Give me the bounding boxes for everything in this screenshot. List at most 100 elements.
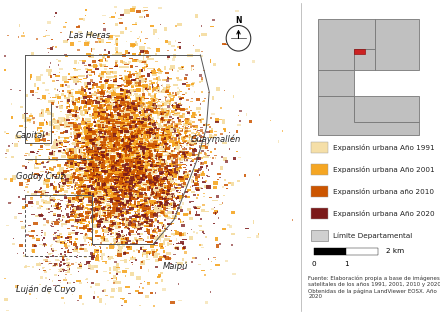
Bar xyxy=(237,180,239,181)
Bar xyxy=(84,106,85,107)
Bar xyxy=(182,247,185,250)
Bar xyxy=(79,143,84,144)
Bar xyxy=(142,93,145,96)
Bar xyxy=(87,208,91,213)
Bar xyxy=(46,184,48,188)
Bar xyxy=(158,139,161,141)
Bar xyxy=(84,138,85,140)
Bar xyxy=(176,142,181,145)
Bar xyxy=(117,106,121,110)
Bar xyxy=(126,177,132,181)
Bar xyxy=(177,204,180,205)
Bar xyxy=(311,186,328,197)
Bar xyxy=(121,212,125,214)
Bar xyxy=(120,198,124,200)
Bar xyxy=(158,38,159,40)
Bar xyxy=(161,150,165,153)
Bar xyxy=(134,148,136,152)
Bar xyxy=(155,204,156,206)
Bar xyxy=(184,119,187,121)
Bar xyxy=(49,159,55,161)
Bar xyxy=(177,134,178,137)
Bar xyxy=(52,221,54,222)
Bar xyxy=(143,221,148,224)
Bar xyxy=(61,119,64,122)
Bar xyxy=(201,173,205,176)
Bar xyxy=(113,197,118,199)
Bar xyxy=(41,134,44,137)
Bar xyxy=(125,9,130,14)
Bar xyxy=(150,120,153,123)
Bar xyxy=(88,160,92,161)
Bar xyxy=(58,218,60,220)
Bar xyxy=(184,77,187,80)
Bar xyxy=(132,46,134,48)
Bar xyxy=(96,99,103,103)
Bar xyxy=(57,172,60,176)
Bar xyxy=(116,165,117,166)
Bar xyxy=(203,233,205,234)
Bar xyxy=(36,153,38,154)
Bar xyxy=(64,242,65,244)
Bar xyxy=(12,175,16,180)
Bar xyxy=(91,137,93,141)
Bar xyxy=(110,244,113,245)
Bar xyxy=(136,83,138,84)
Bar xyxy=(47,112,52,116)
Bar xyxy=(136,134,142,136)
Bar xyxy=(134,43,138,46)
Bar xyxy=(95,128,100,130)
Bar xyxy=(53,240,57,241)
Bar xyxy=(129,180,132,181)
Bar xyxy=(97,145,103,150)
Bar xyxy=(134,211,138,212)
Bar xyxy=(161,204,165,208)
Bar xyxy=(97,199,99,203)
Bar xyxy=(176,205,179,206)
Bar xyxy=(79,206,84,207)
Bar xyxy=(124,130,128,133)
Bar xyxy=(87,32,93,36)
Bar xyxy=(101,151,105,153)
Bar xyxy=(180,151,183,153)
Bar xyxy=(139,154,141,156)
Bar xyxy=(171,174,174,177)
Bar xyxy=(125,136,131,139)
Bar xyxy=(83,18,85,21)
Bar xyxy=(113,134,120,137)
Bar xyxy=(44,202,45,203)
Bar xyxy=(94,171,99,173)
Bar xyxy=(182,83,186,85)
Bar xyxy=(164,143,168,145)
Bar xyxy=(107,217,110,221)
Bar xyxy=(99,73,104,77)
Bar xyxy=(100,144,104,146)
Bar xyxy=(28,159,33,161)
Bar xyxy=(108,77,111,78)
Bar xyxy=(35,190,37,191)
Bar xyxy=(121,172,124,176)
Bar xyxy=(118,218,120,220)
Bar xyxy=(152,72,157,76)
Bar xyxy=(105,168,108,173)
Bar xyxy=(74,176,79,179)
Bar xyxy=(72,128,73,129)
Bar xyxy=(170,180,174,181)
Bar xyxy=(166,190,169,191)
Bar xyxy=(106,194,107,196)
Bar xyxy=(11,116,13,119)
Bar xyxy=(129,179,132,181)
Bar xyxy=(108,124,110,125)
Bar xyxy=(73,181,74,183)
Bar xyxy=(57,144,62,145)
Bar xyxy=(151,204,153,206)
Bar xyxy=(155,145,159,146)
Bar xyxy=(151,111,153,112)
Bar xyxy=(64,197,66,198)
Bar xyxy=(154,127,157,129)
Bar xyxy=(143,117,144,120)
Bar xyxy=(99,171,101,174)
Bar xyxy=(107,205,111,206)
Bar xyxy=(74,210,77,211)
Bar xyxy=(196,139,198,140)
